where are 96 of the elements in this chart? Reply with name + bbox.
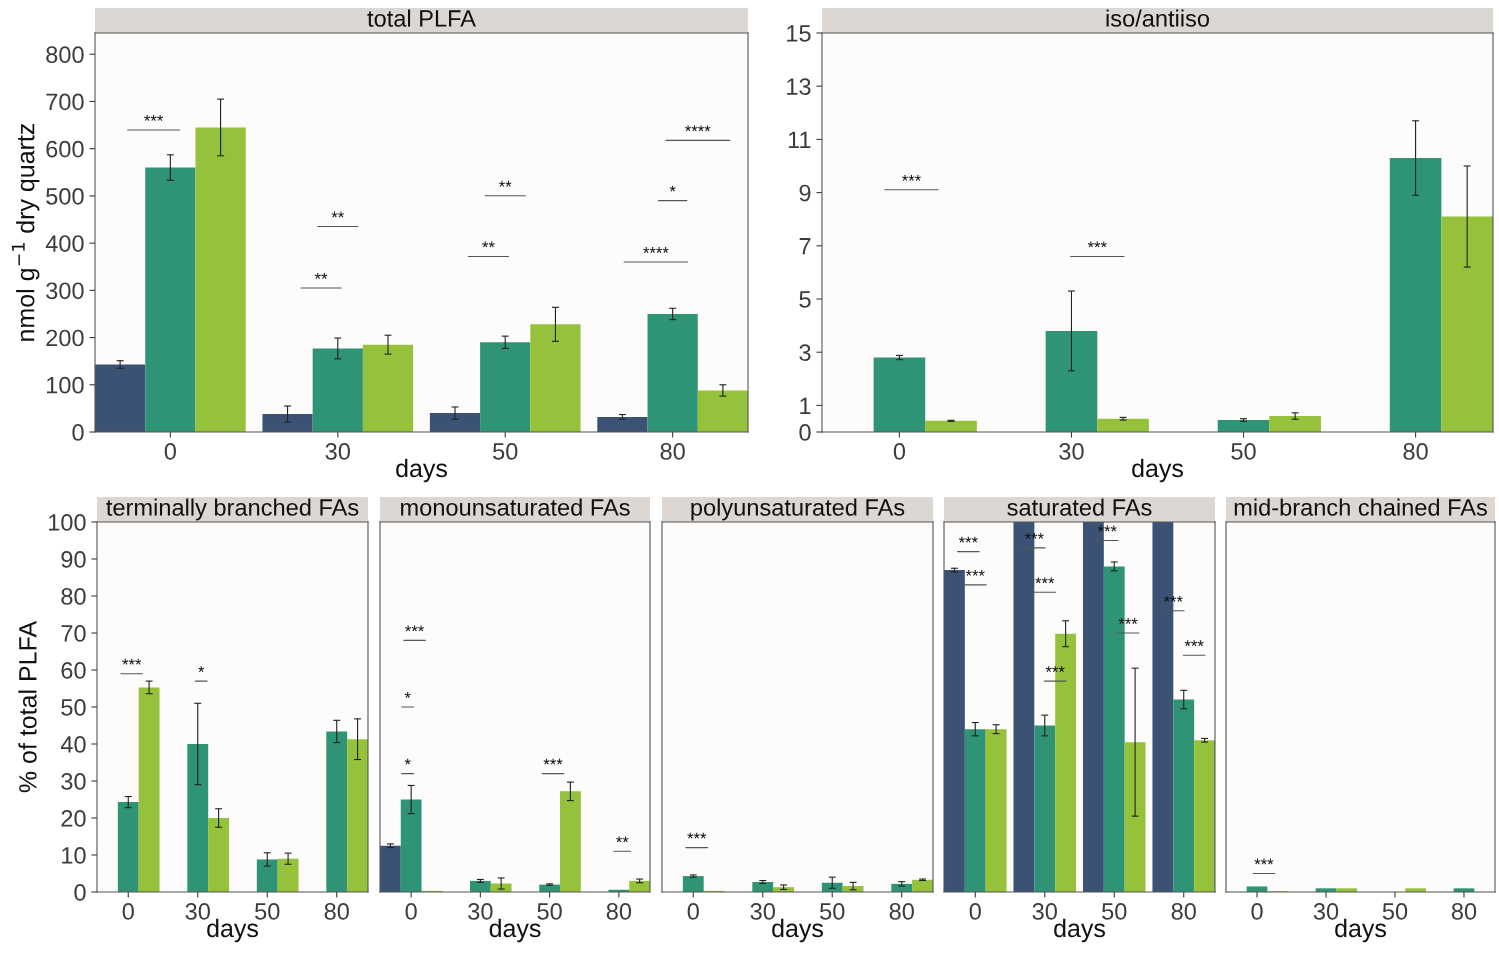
- y-tick-label: 1: [800, 397, 811, 414]
- y-tick-label: 300: [46, 282, 84, 300]
- y-tick-label: 70: [61, 625, 86, 642]
- y-tick-label: 10: [62, 847, 86, 864]
- x-tick-label: 80: [324, 903, 349, 920]
- x-axis-title: days: [1335, 918, 1386, 943]
- y-tick-label: 600: [46, 140, 84, 158]
- x-tick-label: 30: [1059, 443, 1084, 460]
- annotation: **: [331, 211, 345, 218]
- y-tick-label: 7: [799, 238, 811, 255]
- annotation: **: [314, 273, 328, 279]
- annotation: ****: [643, 247, 669, 253]
- annotation: **: [499, 180, 512, 187]
- x-tick-label: 0: [122, 903, 134, 920]
- x-tick-label: 0: [1251, 903, 1263, 920]
- y-tick-label: 400: [45, 235, 84, 252]
- annotation: ***: [902, 174, 921, 181]
- annotation: ***: [1035, 577, 1055, 584]
- annotation: ***: [122, 658, 142, 665]
- x-tick-label: 80: [889, 903, 914, 920]
- annotation: ***: [543, 758, 563, 765]
- y-tick-label: 0: [799, 424, 811, 441]
- chart-title: total PLFA: [367, 9, 476, 27]
- y-tick-label: 100: [46, 376, 84, 394]
- y-tick-label: 30: [61, 773, 86, 790]
- x-axis-title: days: [1054, 918, 1105, 943]
- y-tick-label: 0: [74, 884, 86, 901]
- y-tick-label: 60: [61, 662, 86, 679]
- x-tick-label: 80: [660, 443, 685, 460]
- x-tick-label: 80: [606, 903, 632, 920]
- chart-title: monounsaturated FAs: [401, 498, 630, 516]
- y-tick-label: 9: [799, 184, 811, 202]
- y-tick-label: 700: [46, 93, 84, 111]
- x-tick-label: 50: [1231, 443, 1256, 460]
- y-tick-label: 3: [799, 344, 811, 361]
- annotation: *: [198, 666, 205, 673]
- x-tick-label: 50: [1382, 903, 1408, 920]
- x-tick-label: 50: [255, 903, 280, 920]
- annotation: ****: [685, 125, 711, 132]
- x-tick-label: 0: [969, 903, 981, 920]
- chart-title: mid-branch chained FAs: [1234, 498, 1487, 516]
- x-tick-label: 80: [1403, 443, 1428, 460]
- x-tick-label: 80: [1451, 903, 1477, 920]
- x-axis-title: days: [1132, 458, 1183, 483]
- y-tick-label: 200: [46, 329, 84, 347]
- x-tick-label: 30: [325, 443, 350, 460]
- x-axis-title: days: [396, 458, 447, 483]
- x-axis-title: days: [489, 918, 541, 943]
- annotation: ***: [1087, 241, 1107, 248]
- annotation: ***: [1184, 640, 1204, 647]
- annotation: ***: [144, 115, 164, 121]
- chart-title: polyunsaturated FAs: [691, 498, 905, 521]
- x-tick-label: 80: [1171, 903, 1196, 920]
- annotation: **: [616, 836, 629, 843]
- annotation: ***: [687, 832, 707, 839]
- x-tick-label: 30: [750, 903, 775, 920]
- x-tick-label: 30: [1032, 903, 1057, 920]
- x-tick-label: 50: [820, 903, 845, 920]
- y-tick-label: 800: [46, 46, 84, 64]
- x-tick-label: 50: [537, 903, 562, 920]
- chart-title: terminally branched FAs: [106, 498, 359, 521]
- y-tick-label: 0: [72, 424, 84, 441]
- y-tick-label: 5: [799, 291, 811, 308]
- x-tick-label: 30: [185, 903, 210, 920]
- y-tick-label: 15: [787, 25, 811, 42]
- chart-title: saturated FAs: [1007, 498, 1152, 516]
- y-tick-label: 40: [60, 736, 86, 753]
- y-tick-label: 80: [61, 588, 86, 605]
- x-tick-label: 0: [405, 903, 417, 920]
- x-tick-label: 0: [687, 903, 699, 920]
- x-axis-title: days: [207, 918, 258, 943]
- annotation: *: [404, 692, 411, 698]
- annotation: ***: [405, 625, 425, 632]
- annotation: ***: [965, 569, 985, 576]
- y-tick-label: 50: [61, 699, 86, 716]
- x-tick-label: 50: [1102, 903, 1127, 920]
- y-axis-title: nmol g$^{−1}$ dry quartz: [11, 123, 40, 341]
- annotation: ***: [1254, 858, 1274, 865]
- y-tick-label: 11: [788, 131, 811, 148]
- x-tick-label: 50: [493, 443, 518, 460]
- x-tick-label: 30: [468, 903, 493, 920]
- chart-title: iso/antiiso: [1106, 9, 1210, 27]
- y-axis-title: % of total PLFA: [18, 620, 37, 793]
- annotation: *: [669, 185, 676, 192]
- y-tick-label: 500: [46, 187, 84, 205]
- y-tick-label: 20: [61, 810, 86, 827]
- x-axis-title: days: [772, 918, 823, 943]
- y-tick-label: 100: [48, 514, 86, 531]
- x-tick-label: 0: [164, 443, 176, 460]
- y-tick-label: 13: [787, 78, 811, 95]
- annotation: **: [482, 241, 495, 248]
- x-tick-label: 30: [1313, 903, 1339, 920]
- annotation: ***: [958, 536, 978, 543]
- y-tick-label: 90: [61, 551, 86, 568]
- annotation: *: [404, 758, 411, 765]
- x-tick-label: 0: [893, 443, 906, 460]
